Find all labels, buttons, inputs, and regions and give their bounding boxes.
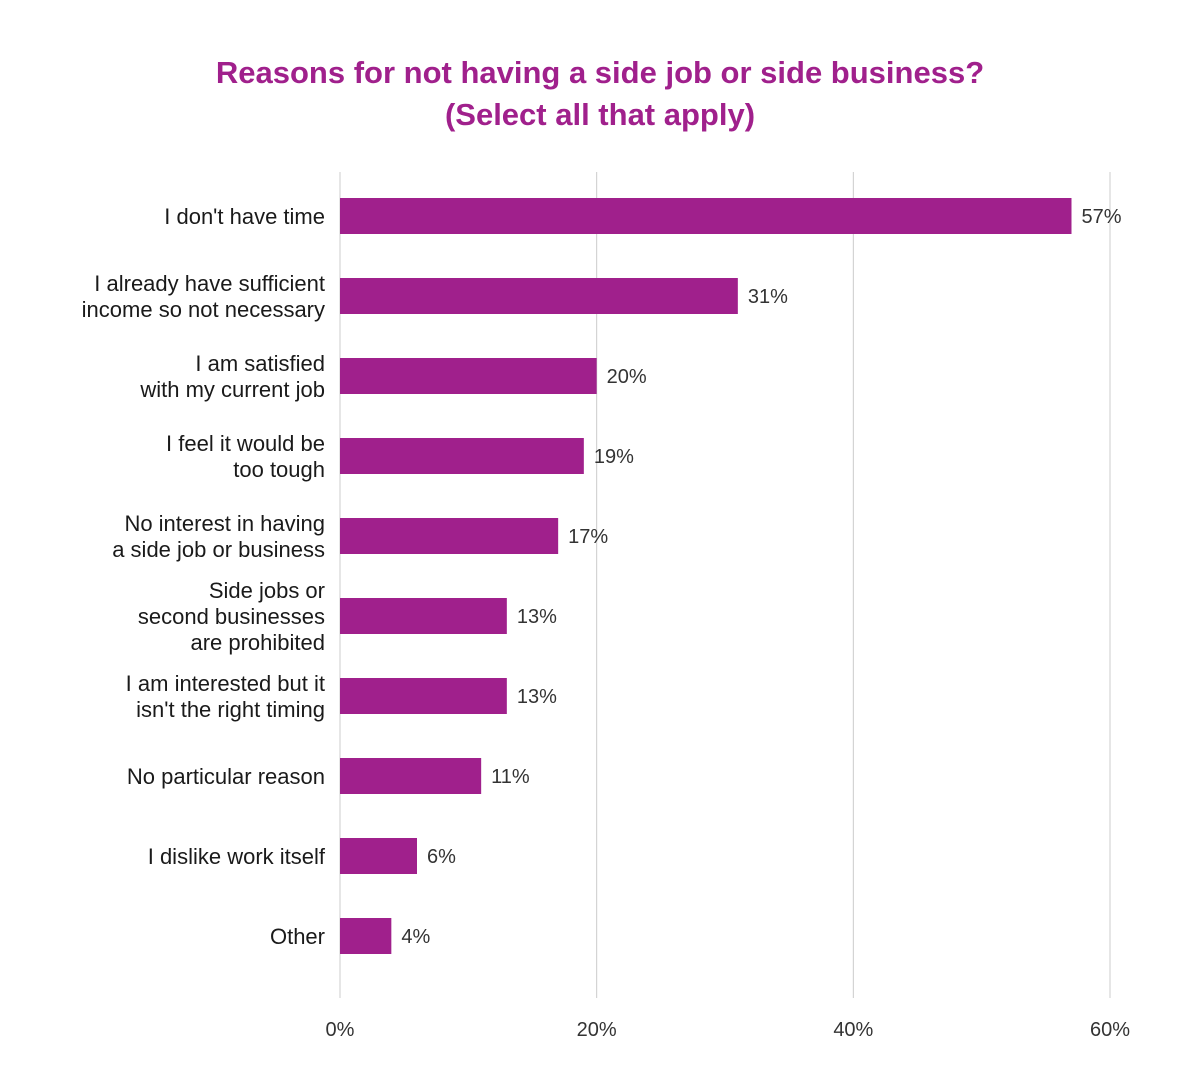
- category-label: I dislike work itself: [148, 844, 326, 869]
- category-label-line: I am satisfied: [195, 351, 325, 376]
- category-label-line: No particular reason: [127, 764, 325, 789]
- x-tick-label: 60%: [1090, 1019, 1130, 1041]
- category-label-line: Side jobs or: [209, 578, 325, 603]
- category-label-line: Other: [270, 924, 325, 949]
- value-label: 31%: [748, 286, 788, 308]
- category-label-line: I dislike work itself: [148, 844, 326, 869]
- category-label-line: are prohibited: [190, 630, 325, 655]
- bar: [340, 358, 597, 394]
- bar: [340, 598, 507, 634]
- category-label-line: a side job or business: [112, 537, 325, 562]
- value-label: 11%: [491, 766, 530, 788]
- value-label: 13%: [517, 606, 557, 628]
- value-label: 13%: [517, 686, 557, 708]
- category-label-line: No interest in having: [124, 511, 325, 536]
- x-tick-label: 40%: [833, 1019, 873, 1041]
- category-label-line: second businesses: [138, 604, 325, 629]
- x-tick-label: 0%: [326, 1019, 355, 1041]
- category-label-line: too tough: [233, 457, 325, 482]
- category-label: Side jobs or second businesses are prohibi…: [138, 578, 325, 655]
- bar: [340, 198, 1072, 234]
- bar: [340, 918, 392, 954]
- chart-title-line-1: Reasons for not having a side job or sid…: [215, 55, 985, 90]
- category-label: I feel it would be too tough: [166, 431, 325, 482]
- bar: [340, 518, 559, 554]
- category-label-line: I am interested but it: [126, 671, 325, 696]
- category-label: I am interested but it isn't the right ti…: [126, 671, 325, 722]
- value-label: 6%: [427, 846, 456, 868]
- bar: [340, 758, 482, 794]
- value-label: 17%: [568, 526, 608, 548]
- category-label-line: income so not necessary: [82, 297, 325, 322]
- bar: [340, 438, 584, 474]
- value-label: 20%: [607, 366, 647, 388]
- bar: [340, 838, 417, 874]
- chart-title: Reasons for not having a side job or sid…: [0, 52, 1200, 136]
- category-label-line: I already have sufficient: [94, 271, 325, 296]
- category-label-line: isn't the right timing: [136, 697, 325, 722]
- category-label: No particular reason: [127, 764, 325, 789]
- value-label: 4%: [401, 926, 430, 948]
- category-label: I already have sufficient income so not n…: [82, 271, 325, 322]
- bar: [340, 278, 738, 314]
- value-label: 57%: [1082, 206, 1122, 228]
- category-label: I don't have time: [164, 204, 325, 229]
- chart-title-line-2: (Select all that apply): [444, 97, 756, 132]
- x-tick-label: 20%: [577, 1019, 617, 1041]
- value-label: 19%: [594, 446, 634, 468]
- category-label: I am satisfied with my current job: [139, 351, 325, 402]
- category-label-line: I don't have time: [164, 204, 325, 229]
- category-label-line: with my current job: [139, 377, 325, 402]
- category-label: No interest in having a side job or busin…: [112, 511, 325, 562]
- bar: [340, 678, 507, 714]
- category-label: Other: [270, 924, 325, 949]
- category-label-line: I feel it would be: [166, 431, 325, 456]
